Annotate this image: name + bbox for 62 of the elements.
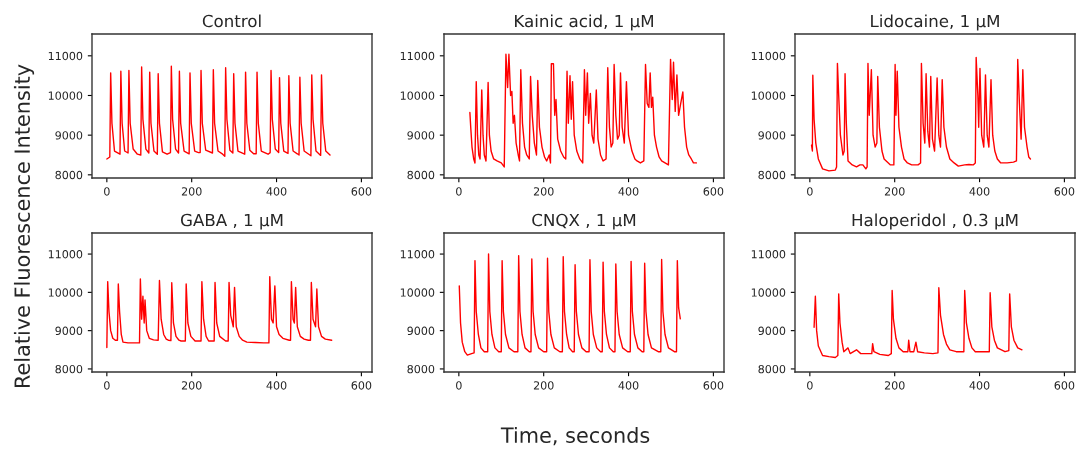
y-tick-label: 11000: [48, 250, 83, 259]
x-tick-label: 200: [884, 187, 905, 196]
y-tick-label: 10000: [751, 288, 786, 297]
y-tick-label: 8000: [407, 170, 435, 180]
y-tick-label: 11000: [751, 51, 786, 61]
x-tick-label: 600: [703, 381, 724, 390]
y-tick-label: 11000: [48, 51, 83, 61]
x-tick-label: 0: [104, 187, 110, 196]
y-tick-label: 8000: [758, 364, 786, 374]
x-tick-label: 0: [104, 381, 110, 390]
chart-title: CNQX , 1 μM: [532, 213, 636, 230]
x-tick-label: 0: [807, 187, 813, 196]
y-axis-title: Relative Fluorescence Intensity: [13, 64, 35, 388]
line-series: [813, 287, 1023, 359]
x-tick-label: 400: [969, 381, 990, 390]
chart-title: Haloperidol , 0.3 μM: [852, 213, 1018, 230]
line-series: [106, 65, 331, 160]
chart-title: Lidocaine, 1 μM: [871, 14, 999, 31]
y-tick-label: 9000: [407, 131, 435, 140]
y-tick-label: 11000: [400, 51, 435, 61]
x-tick-label: 200: [533, 381, 554, 390]
x-tick-label: 600: [351, 187, 372, 196]
x-tick-label: 600: [1054, 187, 1075, 196]
x-tick-label: 400: [266, 187, 287, 196]
y-tick-label: 9000: [55, 131, 83, 140]
line-series: [469, 53, 698, 168]
y-tick-label: 8000: [758, 170, 786, 180]
line-series: [106, 275, 333, 349]
chart-title: Control: [202, 14, 261, 28]
x-tick-label: 600: [351, 381, 372, 390]
x-tick-label: 400: [969, 187, 990, 196]
x-tick-label: 200: [181, 381, 202, 390]
y-tick-label: 10000: [751, 91, 786, 100]
y-tick-label: 9000: [758, 131, 786, 140]
y-tick-label: 10000: [48, 288, 83, 297]
y-tick-label: 8000: [55, 364, 83, 374]
x-tick-label: 200: [181, 187, 202, 196]
line-series: [810, 56, 1032, 172]
chart-title: Kainic acid, 1 μM: [515, 14, 653, 31]
x-tick-label: 400: [618, 381, 639, 390]
chart-title: GABA , 1 μM: [180, 213, 283, 230]
y-tick-label: 10000: [48, 91, 83, 100]
x-tick-label: 200: [884, 381, 905, 390]
y-tick-label: 11000: [751, 250, 786, 259]
y-tick-label: 10000: [400, 288, 435, 297]
x-tick-label: 0: [456, 381, 462, 390]
x-tick-label: 600: [703, 187, 724, 196]
x-tick-label: 400: [266, 381, 287, 390]
y-tick-label: 8000: [55, 170, 83, 180]
x-tick-label: 200: [533, 187, 554, 196]
y-tick-label: 8000: [407, 364, 435, 374]
y-tick-label: 9000: [758, 326, 786, 336]
x-tick-label: 600: [1054, 381, 1075, 390]
x-tick-label: 0: [456, 187, 462, 196]
y-tick-label: 11000: [400, 250, 435, 259]
y-tick-label: 9000: [407, 326, 435, 336]
line-series: [458, 253, 681, 356]
y-tick-label: 9000: [55, 326, 83, 336]
x-axis-title: Time, seconds: [500, 426, 650, 446]
y-tick-label: 10000: [400, 91, 435, 100]
x-tick-label: 400: [618, 187, 639, 196]
x-tick-label: 0: [807, 381, 813, 390]
